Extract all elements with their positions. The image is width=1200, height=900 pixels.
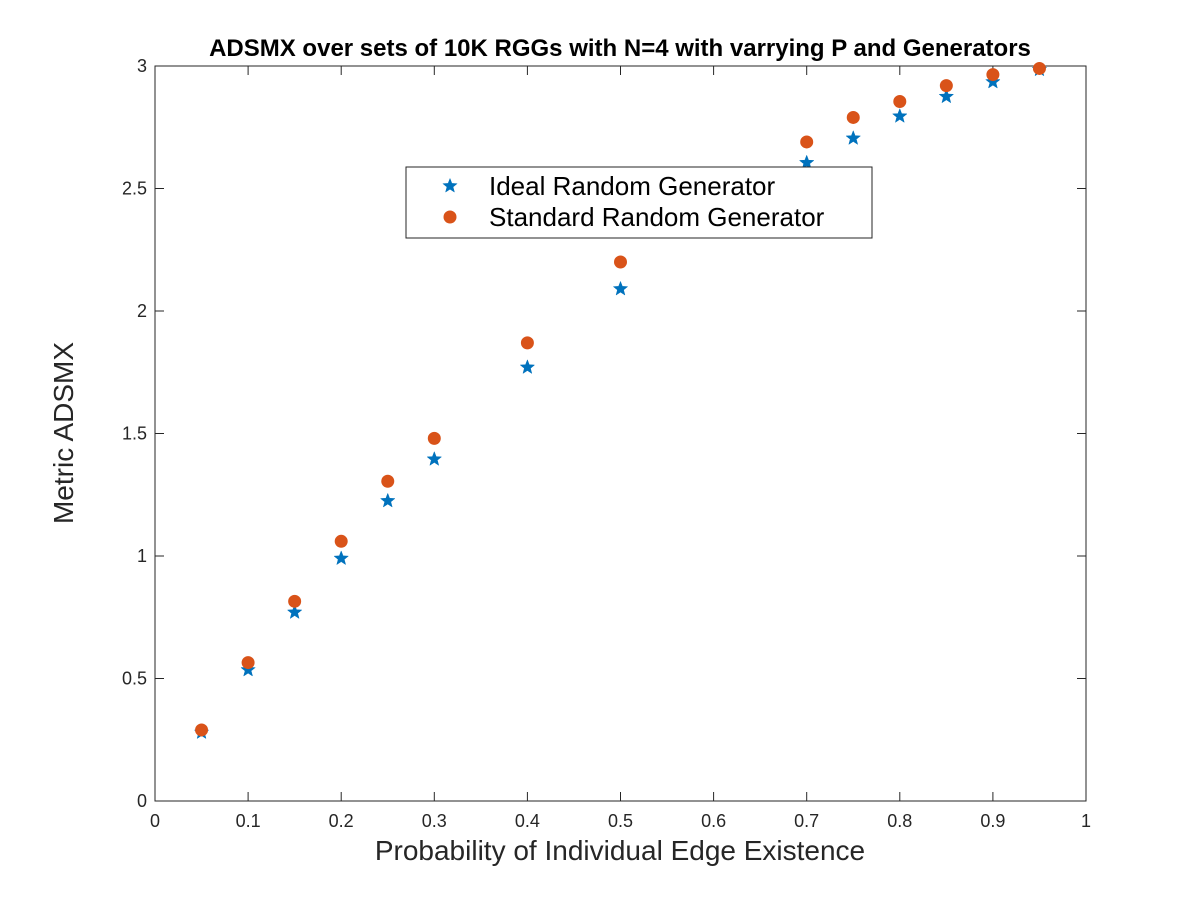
data-point bbox=[286, 604, 303, 619]
legend-marker bbox=[442, 177, 458, 193]
data-point bbox=[798, 154, 815, 170]
chart-title: ADSMX over sets of 10K RGGs with N=4 wit… bbox=[209, 35, 1031, 62]
data-point bbox=[195, 723, 209, 737]
x-tick-label: 0.5 bbox=[608, 811, 633, 831]
data-point bbox=[986, 68, 1000, 82]
y-axis-label: Metric ADSMX bbox=[48, 342, 79, 524]
data-point bbox=[427, 431, 441, 445]
legend-marker bbox=[443, 210, 457, 224]
data-point bbox=[1032, 61, 1046, 75]
data-point bbox=[800, 135, 814, 149]
y-tick-label: 0 bbox=[137, 791, 147, 811]
plot-area: 0 0.1 0.2 0.3 0.4 0.5 0.6 0.7 0.8 0.9 1 0 0.5 1 1.5 2 2.… bbox=[122, 56, 1091, 831]
data-point bbox=[938, 88, 955, 104]
data-point bbox=[893, 95, 907, 109]
y-tick-label: 1.5 bbox=[122, 424, 147, 444]
legend-label: Ideal Random Generator bbox=[489, 171, 776, 201]
data-point bbox=[334, 534, 348, 548]
x-tick-label: 0.2 bbox=[329, 811, 354, 831]
data-point bbox=[379, 492, 396, 508]
data-point bbox=[939, 79, 953, 93]
x-tick-label: 0.3 bbox=[422, 811, 447, 831]
legend-label: Standard Random Generator bbox=[489, 202, 825, 232]
data-point bbox=[614, 255, 627, 269]
data-point bbox=[333, 550, 349, 566]
x-tick-label: 1 bbox=[1081, 811, 1091, 831]
series-standard-points bbox=[195, 61, 1046, 737]
data-point bbox=[846, 110, 860, 124]
y-tick-label: 3 bbox=[137, 56, 147, 76]
x-axis-label: Probability of Individual Edge Existence bbox=[375, 835, 865, 866]
data-point bbox=[241, 656, 255, 670]
y-tick-label: 2 bbox=[137, 301, 147, 321]
x-tick-label: 0.4 bbox=[515, 811, 540, 831]
y-tick-label: 0.5 bbox=[122, 669, 147, 689]
data-point bbox=[520, 336, 534, 350]
x-tick-label: 0.6 bbox=[701, 811, 726, 831]
data-point bbox=[892, 108, 908, 123]
data-point bbox=[612, 280, 629, 296]
data-point bbox=[240, 661, 256, 677]
x-tick-label: 0.7 bbox=[794, 811, 819, 831]
data-point bbox=[426, 451, 443, 466]
data-point bbox=[985, 73, 1001, 89]
y-tick-label: 1 bbox=[137, 546, 147, 566]
data-point bbox=[381, 474, 395, 488]
x-tick-label: 0.1 bbox=[236, 811, 261, 831]
x-tick-label: 0 bbox=[150, 811, 160, 831]
data-point bbox=[519, 359, 536, 374]
data-point bbox=[288, 594, 302, 608]
x-tick-label: 0.8 bbox=[887, 811, 912, 831]
legend-box bbox=[405, 166, 873, 239]
y-tick-label: 2.5 bbox=[122, 179, 147, 199]
data-point bbox=[845, 130, 862, 145]
x-tick-label: 0.9 bbox=[980, 811, 1005, 831]
